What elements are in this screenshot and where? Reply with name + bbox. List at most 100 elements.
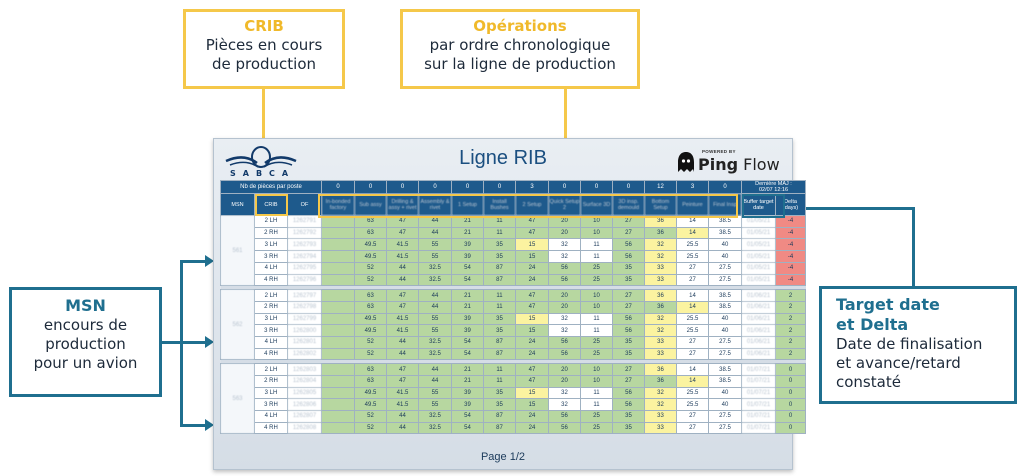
- crib-cell[interactable]: 4 RH: [254, 421, 288, 435]
- operation-cell[interactable]: 25: [580, 410, 613, 423]
- delta-cell[interactable]: -4: [775, 238, 806, 252]
- operation-cell[interactable]: 25: [580, 421, 613, 435]
- buffer-date-cell[interactable]: 01/07/21: [741, 375, 776, 388]
- operation-cell[interactable]: [321, 421, 355, 435]
- operation-cell[interactable]: 39: [451, 398, 484, 412]
- operation-cell[interactable]: 44: [386, 347, 419, 361]
- operation-cell[interactable]: 20: [548, 226, 581, 240]
- crib-cell[interactable]: 4 RH: [254, 347, 288, 361]
- operation-cell[interactable]: 27.5: [708, 421, 742, 435]
- operation-cell[interactable]: 39: [451, 386, 484, 400]
- operation-cell[interactable]: 35: [483, 312, 516, 326]
- operation-cell[interactable]: 63: [354, 363, 387, 377]
- operation-cell[interactable]: 27: [676, 261, 709, 275]
- buffer-date-cell[interactable]: 01/05/21: [741, 215, 776, 228]
- operation-cell[interactable]: 52: [354, 273, 387, 287]
- operation-cell[interactable]: 25.5: [676, 398, 709, 412]
- operation-cell[interactable]: 35: [483, 250, 516, 263]
- operation-cell[interactable]: 41.5: [386, 398, 419, 412]
- operation-cell[interactable]: 56: [548, 410, 581, 423]
- operation-cell[interactable]: 44: [386, 410, 419, 423]
- operation-cell[interactable]: 87: [483, 261, 516, 275]
- operation-cell[interactable]: 20: [548, 375, 581, 388]
- operation-cell[interactable]: 24: [515, 421, 549, 435]
- operation-cell[interactable]: 52: [354, 347, 387, 361]
- operation-cell[interactable]: 11: [580, 386, 613, 400]
- operation-cell[interactable]: 38.5: [708, 300, 742, 314]
- operation-cell[interactable]: 41.5: [386, 250, 419, 263]
- operation-cell[interactable]: 27.5: [708, 335, 742, 349]
- delta-cell[interactable]: 0: [775, 375, 806, 388]
- of-cell[interactable]: 1262804: [287, 375, 322, 388]
- operation-cell[interactable]: 63: [354, 300, 387, 314]
- buffer-date-cell[interactable]: 01/05/21: [741, 226, 776, 240]
- buffer-date-cell[interactable]: 01/06/21: [741, 347, 776, 361]
- table-row[interactable]: 4 LH 1262795 52 44 32.5 54 87 24 56 25 35 33 27 27.5 0…: [221, 261, 806, 275]
- delta-cell[interactable]: 2: [775, 347, 806, 361]
- operation-cell[interactable]: [321, 410, 355, 423]
- operation-cell[interactable]: 56: [548, 261, 581, 275]
- operation-cell[interactable]: [321, 289, 355, 302]
- operation-cell[interactable]: [321, 261, 355, 275]
- buffer-date-cell[interactable]: 01/05/21: [741, 273, 776, 287]
- operation-cell[interactable]: 39: [451, 312, 484, 326]
- delta-cell[interactable]: -4: [775, 273, 806, 287]
- crib-cell[interactable]: 4 LH: [254, 410, 288, 423]
- operation-cell[interactable]: 32.5: [418, 273, 452, 287]
- operation-cell[interactable]: 27: [676, 410, 709, 423]
- operation-cell[interactable]: 15: [515, 398, 549, 412]
- operation-cell[interactable]: 25: [580, 347, 613, 361]
- operation-cell[interactable]: 87: [483, 347, 516, 361]
- buffer-date-cell[interactable]: 01/07/21: [741, 386, 776, 400]
- operation-cell[interactable]: 47: [515, 363, 549, 377]
- operation-cell[interactable]: 14: [676, 289, 709, 302]
- operation-cell[interactable]: 32: [644, 238, 677, 252]
- operation-cell[interactable]: 32: [548, 312, 581, 326]
- operation-cell[interactable]: 44: [386, 421, 419, 435]
- operation-cell[interactable]: 27: [612, 375, 645, 388]
- operation-cell[interactable]: 44: [386, 335, 419, 349]
- buffer-date-cell[interactable]: 01/05/21: [741, 250, 776, 263]
- operation-cell[interactable]: [321, 324, 355, 337]
- operation-cell[interactable]: 11: [580, 250, 613, 263]
- operation-cell[interactable]: 10: [580, 226, 613, 240]
- crib-cell[interactable]: 2 LH: [254, 289, 288, 302]
- delta-cell[interactable]: 0: [775, 386, 806, 400]
- operation-cell[interactable]: 54: [451, 421, 484, 435]
- operation-cell[interactable]: 54: [451, 410, 484, 423]
- operation-cell[interactable]: [321, 335, 355, 349]
- delta-cell[interactable]: 0: [775, 410, 806, 423]
- operation-cell[interactable]: 63: [354, 226, 387, 240]
- operation-cell[interactable]: 40: [708, 324, 742, 337]
- msn-cell[interactable]: 563: [220, 363, 255, 435]
- msn-cell[interactable]: 562: [220, 289, 255, 361]
- operation-cell[interactable]: 47: [386, 289, 419, 302]
- operation-cell[interactable]: [321, 398, 355, 412]
- operation-cell[interactable]: 44: [386, 273, 419, 287]
- of-cell[interactable]: 1262798: [287, 300, 322, 314]
- delta-cell[interactable]: -4: [775, 250, 806, 263]
- operation-cell[interactable]: 56: [612, 250, 645, 263]
- operation-cell[interactable]: 33: [644, 347, 677, 361]
- operation-cell[interactable]: 15: [515, 324, 549, 337]
- of-cell[interactable]: 1262794: [287, 250, 322, 263]
- of-cell[interactable]: 1262796: [287, 273, 322, 287]
- buffer-date-cell[interactable]: 01/06/21: [741, 300, 776, 314]
- table-row[interactable]: 561 2 LH 1262791 63 47 44 21 11 47 20 10 27 36 14 38.5…: [220, 215, 806, 287]
- operation-cell[interactable]: 20: [548, 300, 581, 314]
- operation-cell[interactable]: [321, 375, 355, 388]
- operation-cell[interactable]: 39: [451, 250, 484, 263]
- operation-cell[interactable]: 40: [708, 386, 742, 400]
- of-cell[interactable]: 1262803: [287, 363, 322, 377]
- operation-cell[interactable]: 24: [515, 261, 549, 275]
- crib-cell[interactable]: 3 LH: [254, 238, 288, 252]
- crib-cell[interactable]: 4 LH: [254, 335, 288, 349]
- table-row[interactable]: 562 2 LH 1262797 63 47 44 21 11 47 20 10 27 36 14 38.5…: [220, 289, 806, 361]
- operation-cell[interactable]: 32.5: [418, 335, 452, 349]
- operation-cell[interactable]: 21: [451, 363, 484, 377]
- buffer-date-cell[interactable]: 01/07/21: [741, 398, 776, 412]
- crib-cell[interactable]: 3 LH: [254, 312, 288, 326]
- operation-cell[interactable]: 35: [612, 410, 645, 423]
- operation-cell[interactable]: 20: [548, 363, 581, 377]
- table-row[interactable]: 4 RH 1262796 52 44 32.5 54 87 24 56 25 35 33 27 27.5 0…: [221, 273, 806, 287]
